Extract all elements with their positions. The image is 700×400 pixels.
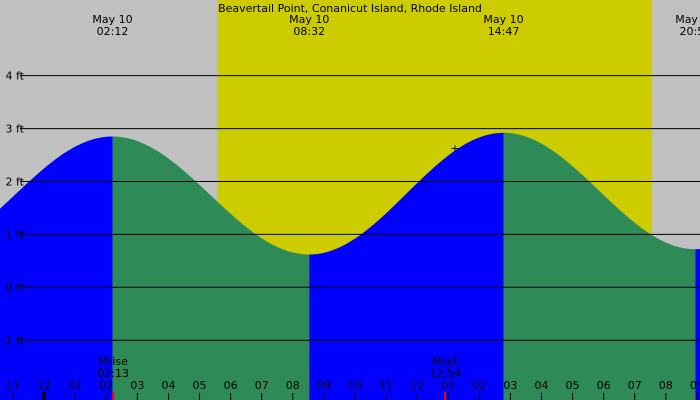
- x-tick-label: 11: [379, 379, 393, 392]
- gridlines: [20, 75, 700, 341]
- chart-title: Beavertail Point, Conanicut Island, Rhod…: [218, 2, 482, 15]
- x-tick-label: 06: [224, 379, 238, 392]
- x-tick-label: 12: [37, 379, 51, 392]
- extreme-time-label: 02:12: [97, 25, 129, 38]
- tide-area: [0, 132, 700, 400]
- y-tick-labels: 4 ft 3 ft 2 ft 1 ft 0 ft -1 ft: [2, 70, 25, 348]
- x-tick-label: 03: [130, 379, 144, 392]
- moon-event-time: 02:13: [97, 367, 129, 380]
- x-tick-label: 07: [628, 379, 642, 392]
- extreme-date-label: May 10: [289, 13, 329, 26]
- moon-event-label: Mrise: [98, 355, 128, 368]
- x-tick-label: 05: [193, 379, 207, 392]
- x-tick-label: 07: [255, 379, 269, 392]
- x-tick-label: 04: [534, 379, 548, 392]
- extreme-time-label: 08:32: [293, 25, 325, 38]
- rising-tide-segment: [309, 132, 504, 400]
- x-tick-label: 11: [6, 379, 20, 392]
- x-tick-label: 05: [566, 379, 580, 392]
- x-tick-label: 10: [348, 379, 362, 392]
- x-tick-label: 08: [286, 379, 300, 392]
- extreme-date-label: May 10: [675, 13, 700, 26]
- x-tick-label: 09: [690, 379, 700, 392]
- extreme-time-label: 20:57: [679, 25, 700, 38]
- extreme-date-label: May 10: [92, 13, 132, 26]
- x-axis: 11 12 01 02 03 04 05 06 07 08 09 10 11 12 01 02 03 04 05 06…: [6, 379, 700, 400]
- extreme-date-label: May 10: [483, 13, 523, 26]
- midnight-marker: [42, 392, 46, 400]
- x-tick-label: 01: [441, 379, 455, 392]
- extreme-time-label: 14:47: [488, 25, 520, 38]
- x-tick-label: 03: [503, 379, 517, 392]
- rising-tide-segment: [0, 136, 113, 400]
- x-tick-label: 08: [659, 379, 673, 392]
- x-tick-label: 06: [597, 379, 611, 392]
- current-time-marker: +: [450, 142, 459, 155]
- x-tick-label: 12: [410, 379, 424, 392]
- y-tick-label: 1 ft: [6, 228, 25, 241]
- y-tick-label: -1 ft: [2, 334, 25, 347]
- moon-event-label: Mset: [432, 355, 459, 368]
- x-tick-label: 04: [161, 379, 175, 392]
- y-tick-label: 2 ft: [6, 175, 25, 188]
- falling-tide-segment: [112, 136, 310, 400]
- x-tick-label: 01: [68, 379, 82, 392]
- moon-event-time: 12:54: [429, 367, 461, 380]
- y-tick-label: 0 ft: [6, 281, 25, 294]
- x-tick-label: 02: [472, 379, 486, 392]
- falling-tide-segment: [503, 132, 696, 400]
- x-tick-label: 02: [99, 379, 113, 392]
- x-tick-label: 09: [317, 379, 331, 392]
- y-tick-label: 3 ft: [6, 123, 25, 136]
- y-tick-label: 4 ft: [6, 70, 25, 83]
- rising-tide-segment: [695, 249, 700, 400]
